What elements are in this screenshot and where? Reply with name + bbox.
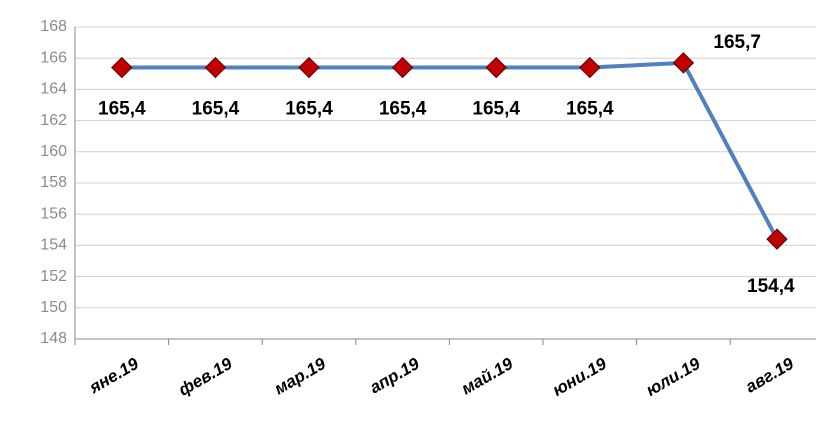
marker [672,52,695,74]
data-label: 165,4 [285,99,333,120]
marker [204,56,227,79]
y-tick-label: 158 [40,174,67,191]
y-tick-label: 150 [40,299,67,316]
data-label: 165,7 [713,32,761,53]
y-tick-label: 152 [40,268,67,285]
y-tick-label: 160 [40,143,67,160]
y-tick-label: 148 [40,330,67,347]
series-line [121,60,779,241]
marker [485,56,507,79]
data-label: 165,4 [192,99,240,120]
y-tick-label: 156 [40,205,67,222]
marker [391,56,414,79]
y-tick-label: 166 [40,49,67,66]
x-tick-label: май.19 [458,354,517,399]
x-tick-label: мар.19 [271,354,330,399]
x-tick-label: юли.19 [643,354,704,400]
data-label: 165,4 [98,99,146,120]
marker [111,56,133,79]
data-label: 165,4 [379,99,427,120]
x-tick-label: апр.19 [366,354,423,398]
marker [579,56,601,79]
y-tick-label: 168 [40,18,67,35]
y-tick-label: 154 [40,237,67,254]
x-tick-label: юни.19 [549,354,610,400]
marker [766,228,788,250]
y-tick-label: 164 [40,81,67,98]
marker [298,56,320,79]
data-label: 165,4 [472,99,520,120]
x-tick-label: авг.19 [742,354,797,397]
data-label: 165,4 [566,99,614,120]
x-tick-label: яне.19 [85,354,142,398]
y-tick-label: 162 [40,112,67,129]
x-tick-label: фев.19 [175,354,236,400]
data-label: 154,4 [747,276,795,297]
